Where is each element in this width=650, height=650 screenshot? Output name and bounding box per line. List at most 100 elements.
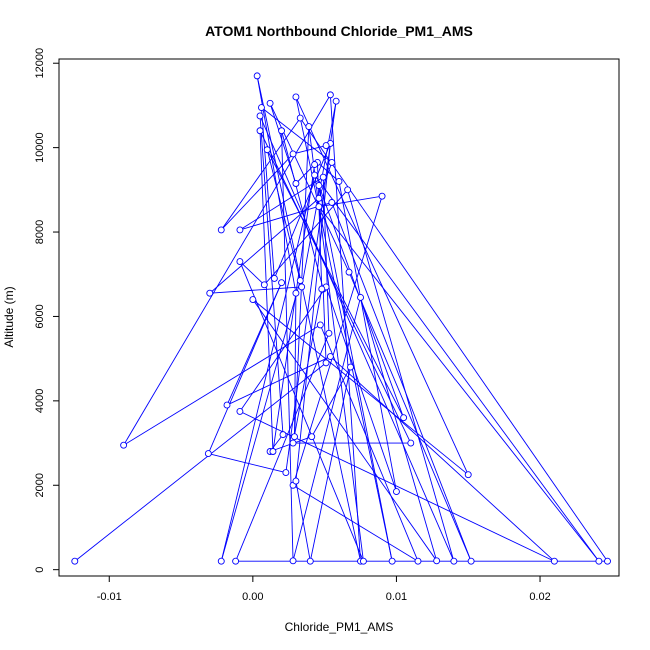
data-point	[450, 557, 458, 565]
series-line-segment	[295, 143, 331, 482]
series-line-segment	[329, 94, 361, 562]
data-point	[316, 321, 324, 329]
series-line-segment	[261, 107, 275, 279]
data-point	[263, 146, 271, 154]
series-line-segment	[292, 288, 323, 444]
data-point	[204, 450, 212, 458]
x-axis-label: Chloride_PM1_AMS	[285, 620, 394, 634]
series-line-segment	[239, 176, 324, 231]
y-tick-label: 10000	[34, 132, 46, 163]
data-point	[296, 277, 304, 285]
data-point	[467, 557, 475, 565]
data-point	[311, 161, 319, 168]
series-line-segment	[74, 362, 327, 562]
data-point	[292, 289, 300, 297]
series-line-segment	[226, 282, 282, 406]
series-line-segment	[325, 286, 397, 492]
y-tick-label: 8000	[34, 220, 46, 244]
series-line-segment	[220, 174, 316, 562]
data-point	[292, 93, 300, 101]
series-line-segment	[317, 162, 340, 182]
data-point	[217, 226, 225, 234]
data-point	[71, 557, 79, 565]
data-point	[296, 114, 304, 122]
data-point	[256, 112, 264, 120]
data-point	[414, 557, 422, 565]
data-point	[298, 283, 306, 291]
data-point	[319, 173, 327, 181]
data-point	[223, 401, 231, 409]
series-line-segment	[220, 117, 301, 231]
series-line-segment	[292, 196, 383, 486]
series-line-segment	[269, 103, 297, 184]
data-point	[289, 439, 297, 447]
data-point	[359, 557, 367, 565]
data-point	[322, 359, 330, 367]
data-point	[279, 431, 287, 439]
data-point	[278, 127, 286, 135]
data-point	[282, 469, 290, 477]
series-line-segment	[207, 282, 282, 454]
data-point	[249, 296, 257, 304]
data-point	[347, 363, 354, 371]
series-line-segment	[272, 164, 316, 452]
data-point	[407, 439, 415, 447]
series-line-segment	[252, 299, 438, 562]
data-point	[289, 150, 297, 158]
data-point	[258, 104, 265, 111]
data-point	[433, 557, 441, 565]
data-point	[326, 353, 334, 360]
data-point	[236, 258, 244, 266]
data-point	[217, 557, 225, 565]
series-line-segment	[292, 484, 419, 562]
data-point	[332, 97, 340, 105]
data-point	[335, 177, 343, 185]
data-point	[357, 294, 364, 301]
x-tick-label: 0.00	[242, 591, 263, 603]
data-point	[328, 158, 336, 166]
data-point	[322, 142, 330, 149]
y-tick-label: 2000	[34, 473, 46, 497]
y-tick-label: 12000	[34, 48, 46, 79]
data-point	[120, 441, 128, 449]
series-line-segment	[259, 130, 412, 444]
data-point	[400, 414, 408, 422]
plot-frame	[58, 58, 620, 577]
data-point	[325, 329, 333, 337]
series-line-segment	[235, 333, 330, 562]
series-line-segment	[239, 261, 265, 286]
series-line-segment	[330, 356, 555, 562]
data-point	[318, 285, 326, 293]
series-line-segment	[322, 288, 327, 363]
data-point	[388, 557, 396, 565]
data-point	[232, 557, 240, 565]
series-line-segment	[311, 366, 351, 437]
series-line-segment	[220, 153, 294, 231]
series-line-segment	[309, 366, 351, 562]
data-point	[206, 289, 214, 297]
data-point	[266, 99, 274, 107]
data-point	[236, 226, 244, 234]
series-line-segment	[331, 202, 472, 562]
series-line-segment	[295, 164, 315, 184]
data-point	[392, 488, 400, 496]
data-point	[604, 557, 611, 565]
series-line-segment	[256, 75, 297, 294]
data-point	[292, 477, 300, 485]
data-point	[278, 279, 286, 287]
data-point	[291, 433, 298, 441]
data-point	[289, 557, 297, 565]
series-line-segment	[360, 297, 438, 561]
data-point	[344, 186, 352, 194]
series-layer	[71, 72, 611, 565]
series-line-segment	[226, 356, 331, 406]
series-line-segment	[338, 181, 397, 492]
x-tick-label: 0.02	[529, 591, 550, 603]
data-point	[595, 557, 603, 565]
x-tick-label: -0.01	[97, 591, 122, 603]
data-point	[305, 123, 313, 130]
y-tick-label: 0	[34, 567, 46, 573]
series-line-segment	[239, 261, 364, 562]
series-line-segment	[239, 286, 327, 412]
